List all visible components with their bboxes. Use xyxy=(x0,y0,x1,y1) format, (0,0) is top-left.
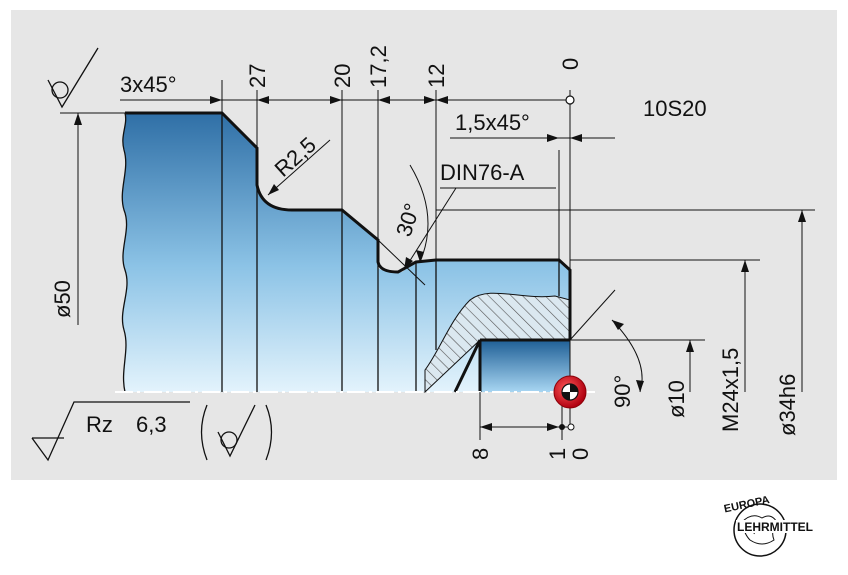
roughness-value: 6,3 xyxy=(136,412,167,437)
material-label: 10S20 xyxy=(643,96,707,121)
svg-text:LEHRMITTEL: LEHRMITTEL xyxy=(737,520,813,534)
break-line xyxy=(121,112,128,393)
roughness-label: Rz xyxy=(86,412,113,437)
dia-50-label: ø50 xyxy=(50,280,75,318)
tick-label-0-bottom: 0 xyxy=(568,448,593,460)
bore xyxy=(480,340,570,392)
tick-label-20: 20 xyxy=(330,64,355,88)
undercut-label: DIN76-A xyxy=(440,160,525,185)
surface-roughness-icon xyxy=(31,401,190,462)
tick-label-1: 1 xyxy=(545,448,570,460)
tick-label-0-top: 0 xyxy=(558,58,583,70)
dia-10-label: ø10 xyxy=(664,380,689,418)
tick-label-27: 27 xyxy=(245,64,270,88)
tick-label-8: 8 xyxy=(468,448,493,460)
tick-label-17-2: 17,2 xyxy=(366,45,391,88)
chamfer-right-label: 1,5x45° xyxy=(455,110,530,135)
thread-label: M24x1,5 xyxy=(718,348,743,432)
europa-lehrmittel-logo: EUROPA LEHRMITTEL xyxy=(723,494,840,557)
surface-symbol-bracket-icon xyxy=(200,404,273,461)
dia-34-label: ø34h6 xyxy=(775,374,800,436)
chamfer-left-label: 3x45° xyxy=(120,72,177,97)
section-hatch xyxy=(424,292,571,394)
surface-symbol-icon xyxy=(47,47,99,109)
angle-90-label: 90° xyxy=(610,375,635,408)
center-mark-icon xyxy=(553,375,587,409)
tick-label-12: 12 xyxy=(424,64,449,88)
